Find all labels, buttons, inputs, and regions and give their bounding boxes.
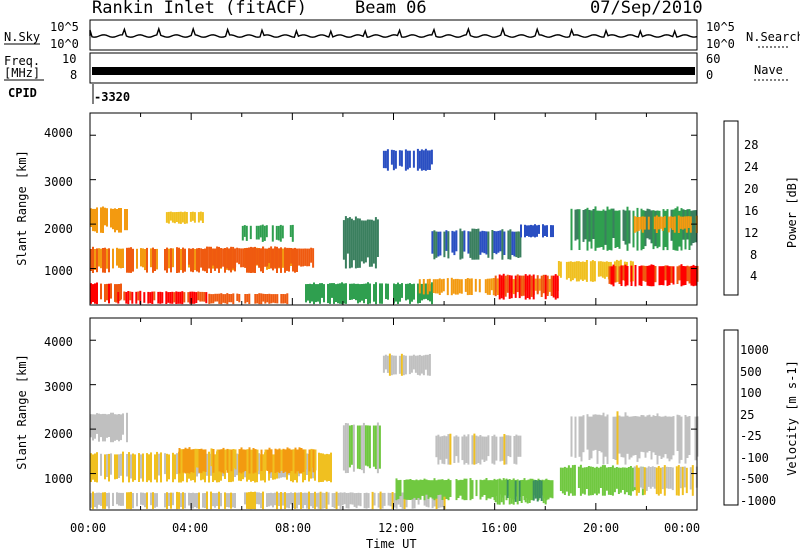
beam-title: Beam 06 [355, 0, 427, 18]
nsky-tick-low: 10^0 [50, 37, 79, 51]
xlabel: Time UT [366, 537, 417, 551]
power-region-11 [608, 264, 699, 287]
xtick-5: 20:00 [583, 521, 620, 535]
freq-tick-low: 8 [70, 68, 78, 82]
power-cb-tick-24: 24 [744, 160, 759, 174]
xtick-2: 08:00 [275, 521, 312, 535]
cpid-label: CPID [8, 86, 37, 100]
nsky-label: N.Sky [4, 30, 41, 44]
velocity-region-8 [570, 411, 699, 465]
cpid-value: -3320 [94, 90, 131, 104]
vel-cb-label: Velocity [m s-1] [785, 360, 799, 476]
power-region-15 [382, 148, 433, 171]
vel-cb-tick-25: 25 [740, 408, 755, 422]
power-cb-tick-8: 8 [750, 248, 758, 262]
power-ytick-3000: 3000 [44, 175, 73, 189]
power-cb-tick-12: 12 [744, 226, 759, 240]
nsky-trace [89, 26, 698, 38]
velocity-ytick-3000: 3000 [44, 380, 73, 394]
velocity-region-9 [633, 465, 698, 496]
velocity-region-6 [494, 478, 547, 505]
vel-cb-tick-1000: 1000 [740, 343, 769, 357]
station-title: Rankin Inlet (fitACF) [92, 0, 307, 18]
power-colorbar-frame [723, 120, 739, 296]
freq-unit: [MHz] [4, 66, 41, 80]
power-region-16 [431, 228, 522, 260]
power-ytick-2000: 2000 [44, 222, 73, 236]
velocity-region-1 [90, 412, 128, 443]
power-cb-tick-20: 20 [744, 182, 759, 196]
freq-tick-high: 10 [62, 52, 77, 66]
velocity-region-12 [435, 433, 522, 465]
power-region-1 [115, 290, 208, 305]
xtick-0: 00:00 [70, 521, 107, 535]
power-region-18 [241, 224, 294, 242]
velocity-region-7 [559, 464, 646, 496]
power-region-17 [520, 224, 554, 238]
velocity-ytick-2000: 2000 [44, 427, 73, 441]
nsearch-tick-high: 10^5 [706, 20, 735, 34]
velocity-region-4 [317, 491, 446, 510]
xtick-3: 12:00 [378, 521, 415, 535]
xtick-6: 00:00 [664, 521, 701, 535]
power-region-6 [165, 211, 204, 224]
nsearch-label: N.Search [746, 30, 800, 44]
power-ytick-4000: 4000 [44, 126, 73, 140]
velocity-ylabel: Slant Range [km] [15, 354, 29, 470]
velocity-region-11 [382, 353, 431, 376]
velocity-region-3 [90, 491, 318, 510]
freq-panel-frame [89, 52, 698, 84]
nsearch-tick-low: 10^0 [706, 37, 735, 51]
nave-tick-low: 0 [706, 68, 714, 82]
vel-cb-tick-m1000: -1000 [740, 494, 777, 508]
vel-cb-tick-m25: -25 [740, 429, 762, 443]
date-title: 07/Sep/2010 [590, 0, 703, 18]
power-cb-tick-4: 4 [750, 269, 758, 283]
nave-label: Nave [754, 63, 783, 77]
power-cb-label: Power [dB] [785, 175, 799, 249]
velocity-ytick-1000: 1000 [44, 472, 73, 486]
power-ylabel: Slant Range [km] [15, 150, 29, 266]
nsky-tick-high: 10^5 [50, 20, 79, 34]
nave-tick-high: 60 [706, 52, 721, 66]
power-region-5 [90, 206, 128, 233]
vel-cb-tick-100: 100 [740, 386, 762, 400]
vel-cb-tick-m500: -500 [740, 472, 769, 486]
freq-trace [92, 67, 695, 75]
power-region-4 [188, 246, 315, 269]
freq-label: Freq. [4, 54, 41, 68]
xtick-1: 04:00 [172, 521, 209, 535]
power-cb-tick-16: 16 [744, 204, 759, 218]
velocity-region-2 [178, 447, 317, 474]
power-region-2 [208, 293, 289, 305]
power-region-14 [342, 216, 379, 269]
power-region-9 [494, 273, 559, 300]
vel-cb-tick-500: 500 [740, 365, 762, 379]
velocity-region-10 [342, 422, 381, 474]
power-region-12 [570, 206, 697, 251]
vel-cb-tick-m100: -100 [740, 451, 769, 465]
velocity-ytick-4000: 4000 [44, 335, 73, 349]
power-ytick-1000: 1000 [44, 264, 73, 278]
velocity-colorbar-frame [723, 329, 739, 506]
power-cb-tick-28: 28 [744, 138, 759, 152]
power-region-13 [633, 215, 698, 233]
power-region-7 [305, 282, 433, 305]
xtick-4: 16:00 [481, 521, 518, 535]
